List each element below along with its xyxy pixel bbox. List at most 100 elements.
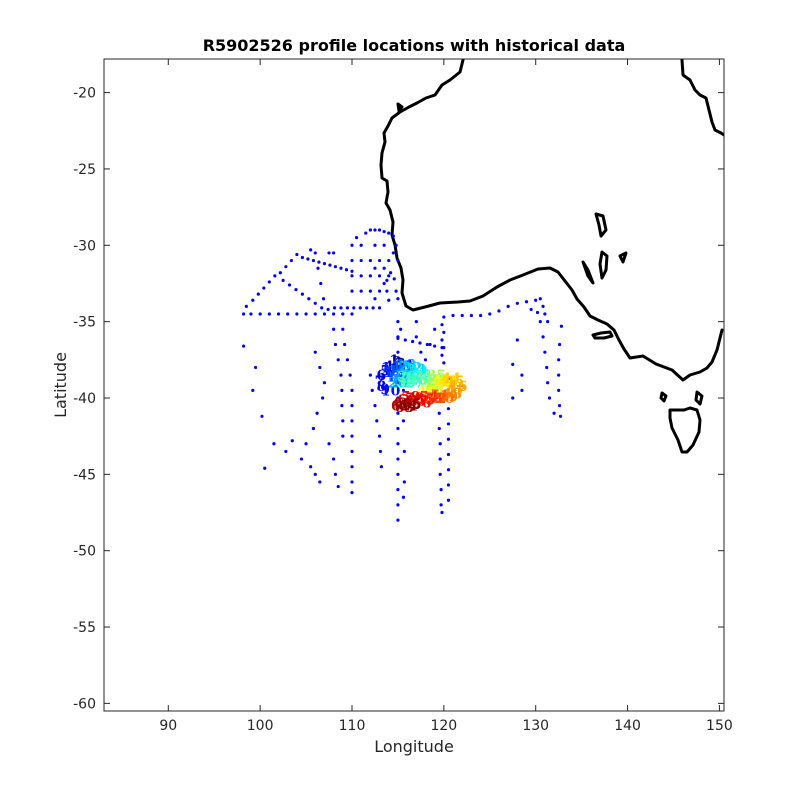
historical-point [546, 381, 550, 385]
profile-number-marker: 21 [399, 359, 418, 375]
profile-number-marker: 57 [408, 394, 427, 410]
historical-point [350, 465, 354, 469]
historical-point [558, 414, 563, 418]
y-axis-label: Latitude [51, 352, 70, 418]
plot-frame [103, 58, 725, 712]
coastline-kangaroo-island [591, 330, 614, 340]
historical-point [396, 396, 400, 400]
profile-number-marker: 60 [397, 393, 417, 409]
historical-point [309, 465, 313, 469]
profile-number-marker: 62 [391, 399, 410, 415]
profile-number-marker: 28 [401, 371, 420, 387]
profile-number-marker: 7 [375, 374, 385, 390]
historical-point [446, 422, 451, 426]
historical-point [511, 362, 515, 366]
historical-point [520, 373, 524, 377]
coastline-australia-north [680, 59, 724, 137]
historical-point [446, 452, 451, 457]
profile-number-marker: 31 [414, 370, 433, 386]
profile-number-marker: 61 [394, 396, 413, 412]
historical-point [262, 286, 266, 290]
historical-point [286, 312, 290, 316]
ticks-layer: 90 100 110 120 130 140 150-20-25-30-35-40-45-5… [73, 59, 733, 734]
coastline-spencer-gulf [594, 212, 608, 238]
historical-point [258, 312, 262, 316]
historical-point [348, 373, 352, 377]
historical-point [350, 269, 354, 273]
historical-point [419, 350, 423, 354]
historical-point [440, 338, 444, 342]
profile-number-marker: 46 [448, 379, 467, 395]
y-tick-label: -50 [73, 544, 96, 560]
historical-point [396, 365, 400, 370]
profile-number-marker: 9 [380, 382, 390, 398]
profile-number-marker: 64 [398, 399, 418, 415]
historical-point [559, 324, 564, 328]
profile-number-marker: 34 [424, 371, 444, 387]
profile-number-marker: 19 [391, 373, 410, 389]
historical-point [414, 320, 418, 324]
historical-point [396, 258, 400, 263]
profile-number-marker: 12 [384, 365, 403, 381]
historical-point [546, 320, 550, 324]
coastline-lake-island-2 [598, 250, 609, 280]
historical-point [373, 243, 377, 247]
historical-point [520, 388, 524, 392]
x-tick-label: 140 [614, 718, 641, 734]
historical-point [336, 484, 340, 489]
historical-point [350, 274, 354, 278]
historical-point [350, 449, 354, 454]
historical-point [402, 449, 406, 454]
historical-point [278, 271, 282, 275]
historical-point [321, 396, 325, 400]
profile-number-marker: 50 [435, 391, 455, 407]
profile-number-marker: 6 [377, 368, 387, 384]
historical-point [402, 480, 406, 484]
historical-point [375, 419, 379, 423]
profile-number-marker: 47 [446, 383, 465, 399]
historical-point [433, 327, 437, 331]
historical-point [276, 312, 281, 316]
historical-point [358, 306, 362, 310]
historical-point [433, 344, 437, 348]
x-tick-label: 150 [706, 718, 733, 734]
historical-point [423, 358, 428, 362]
historical-point [401, 495, 406, 499]
historical-point [300, 255, 304, 260]
historical-point [440, 353, 444, 357]
historical-point [321, 297, 326, 301]
historical-point [388, 271, 393, 275]
profile-number-marker: 16 [396, 357, 415, 373]
profile-number-marker: 33 [421, 376, 440, 392]
historical-point [368, 228, 372, 232]
x-tick-label: 120 [430, 718, 457, 734]
historical-point [340, 388, 344, 392]
historical-point [440, 323, 444, 327]
historical-point [552, 411, 556, 415]
historical-point [396, 426, 400, 431]
historical-point [350, 434, 354, 438]
profile-number-marker: 38 [424, 382, 443, 398]
profile-number-marker: 52 [427, 391, 446, 407]
historical-point [350, 388, 354, 392]
y-tick-label: -40 [73, 391, 96, 407]
historical-point [339, 306, 343, 310]
historical-point [318, 480, 322, 484]
historical-point [253, 365, 258, 370]
historical-point [543, 350, 547, 354]
historical-point [332, 251, 336, 255]
profile-number-marker: 54 [419, 389, 439, 405]
historical-point [396, 487, 400, 492]
profile-number-marker: 49 [439, 389, 458, 405]
historical-point [529, 307, 533, 312]
historical-point [345, 306, 350, 310]
plot-area: 1234567891011121314151617181920212223242… [73, 58, 733, 734]
historical-point [359, 258, 363, 263]
profile-number-marker: 59 [401, 389, 420, 405]
historical-point [387, 298, 391, 302]
coastline-australia-west [379, 59, 724, 382]
x-tick-label: 130 [522, 718, 549, 734]
historical-point [396, 297, 400, 301]
historical-point [396, 411, 400, 415]
y-tick-label: -30 [73, 238, 96, 254]
